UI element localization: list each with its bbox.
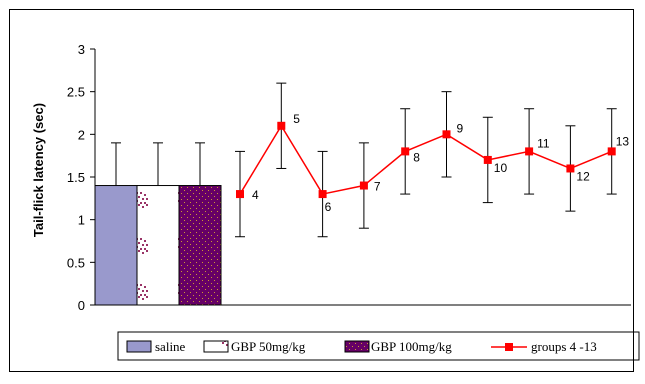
bars-group [94, 142, 222, 306]
y-tick-label: 3 [78, 42, 85, 57]
y-tick-label: 0.5 [67, 255, 85, 270]
legend: saline GBP 50mg/kg GBP 100mg/kg groups 4… [117, 331, 640, 361]
point-marker-4 [236, 190, 244, 199]
legend-swatch-gbp100 [344, 340, 370, 353]
legend-label-groups: groups 4 -13 [531, 339, 597, 354]
bar-2 [178, 185, 222, 306]
point-label-11: 11 [537, 136, 550, 150]
y-tick-label: 1 [78, 213, 85, 228]
legend-box [117, 331, 640, 361]
legend-label-saline: saline [155, 339, 186, 354]
legend-swatch-saline [126, 340, 152, 353]
point-label-5: 5 [293, 112, 300, 126]
point-label-12: 12 [576, 169, 590, 183]
legend-swatch-gbp50 [203, 340, 229, 353]
point-marker-10 [483, 155, 492, 164]
bar-0 [94, 185, 138, 306]
legend-marker-groups [505, 343, 513, 351]
y-axis-label: Tail-flick latency (sec) [31, 103, 46, 237]
bar-1 [136, 185, 180, 306]
point-label-13: 13 [616, 134, 630, 148]
point-label-9: 9 [457, 121, 464, 135]
point-label-4: 4 [252, 188, 259, 202]
point-marker-6 [318, 190, 327, 199]
line-series-group: 4 5 6 7 8 9 10 11 12 13 [235, 82, 630, 238]
point-marker-13 [607, 147, 616, 156]
y-tick-label: 0 [78, 298, 85, 313]
series-line [239, 124, 612, 195]
point-marker-11 [525, 147, 534, 156]
y-tick-label: 1.5 [67, 170, 85, 185]
point-marker-9 [442, 130, 451, 139]
y-tick-label: 2.5 [67, 85, 85, 100]
point-marker-5 [277, 121, 286, 130]
point-label-10: 10 [494, 161, 508, 175]
point-label-6: 6 [325, 200, 332, 214]
legend-label-gbp50: GBP 50mg/kg [231, 339, 306, 354]
y-tick-label: 2 [78, 127, 85, 142]
point-label-7: 7 [374, 180, 381, 194]
point-label-8: 8 [413, 150, 420, 164]
legend-label-gbp100: GBP 100mg/kg [371, 339, 452, 354]
point-marker-12 [566, 164, 575, 173]
point-marker-7 [359, 181, 368, 190]
point-marker-8 [401, 147, 410, 156]
